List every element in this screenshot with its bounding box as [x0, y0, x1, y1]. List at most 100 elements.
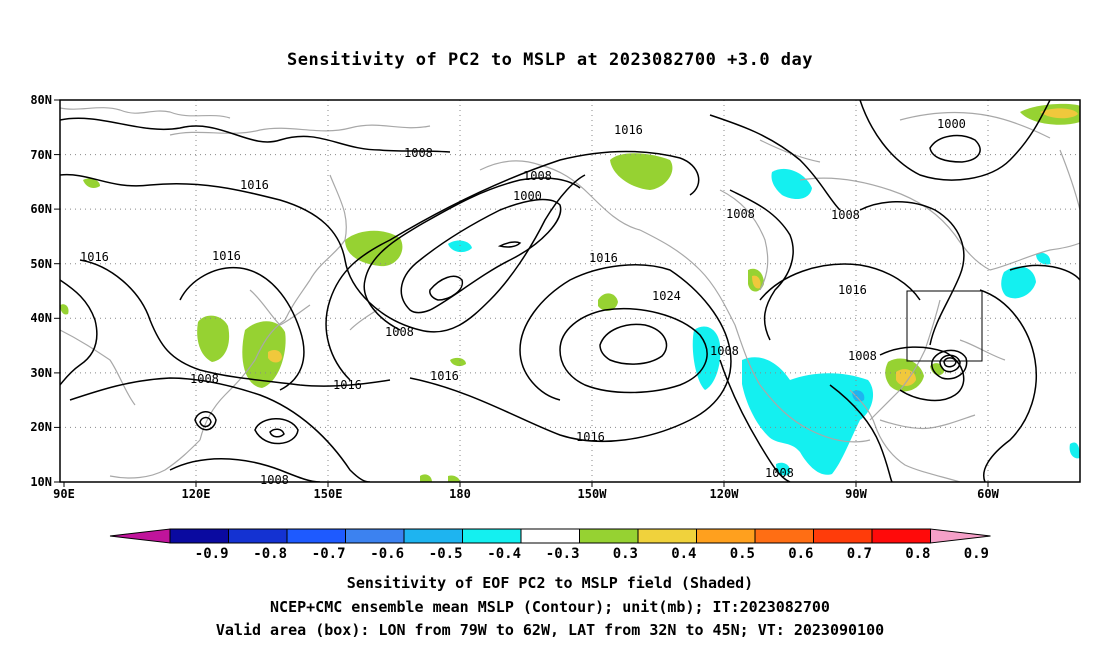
contour-label: 1000 — [513, 189, 542, 203]
lat-axis: 80N 70N 60N 50N 40N 30N 20N 10N — [30, 93, 52, 489]
sensitivity-shading — [60, 103, 1080, 482]
contour-label: 1008 — [831, 208, 860, 222]
contour-label: 1008 — [726, 207, 755, 221]
colorbar-segment — [169, 528, 229, 544]
shade-cyan — [742, 357, 874, 475]
lat-tick-label: 10N — [30, 475, 52, 489]
caption-line-3: Valid area (box): LON from 79W to 62W, L… — [215, 621, 885, 639]
coastline — [719, 189, 769, 291]
contour-line — [363, 177, 581, 331]
lat-tick-label: 70N — [30, 148, 52, 162]
shade-cyan — [1001, 266, 1036, 299]
contour-label: 1008 — [190, 372, 219, 386]
colorbar-label: 0.8 — [905, 546, 930, 562]
colorbar-segment — [637, 528, 697, 544]
shade-yellow — [268, 350, 282, 363]
contour-line — [759, 263, 921, 301]
contour-line — [709, 114, 841, 211]
contour-line — [943, 357, 957, 368]
lon-tick-label: 120W — [710, 487, 740, 501]
contour-line — [325, 150, 700, 381]
shade-green — [60, 304, 69, 315]
contour-label: 1016 — [576, 430, 605, 444]
contour-line — [169, 458, 321, 482]
coastline — [639, 229, 761, 386]
coastline — [899, 111, 1051, 139]
shade-green — [242, 321, 286, 388]
colorbar-label: 0.3 — [613, 546, 638, 562]
contour-labels: 1008 1016 1000 1008 1016 1008 1000 1008 … — [80, 117, 966, 487]
lon-tick-label: 60W — [977, 487, 999, 501]
lon-tick-label: 90W — [845, 487, 867, 501]
colorbar-arrow-right — [930, 528, 991, 544]
colorbar-label: 0.9 — [964, 546, 989, 562]
coastline — [60, 329, 136, 406]
contour-label: 1008 — [848, 349, 877, 363]
shade-green — [448, 475, 460, 482]
colorbar-label: 0.4 — [671, 546, 696, 562]
map-frame — [59, 99, 1081, 483]
coastline — [989, 242, 1080, 271]
contour-label: 1016 — [614, 123, 643, 137]
contour-line — [69, 377, 371, 482]
shade-cyan — [852, 390, 865, 402]
contour-line — [497, 241, 522, 248]
lon-tick-label: 120E — [182, 487, 211, 501]
lon-axis: 90E 120E 150E 180 150W 120W 90W 60W — [53, 487, 999, 501]
coastline — [60, 107, 231, 119]
colorbar-label: 0.5 — [730, 546, 755, 562]
contour-label: 1016 — [80, 250, 109, 264]
shade-green — [197, 315, 230, 362]
contour-line — [929, 134, 981, 163]
shade-green — [420, 474, 432, 482]
contour-label: 1008 — [404, 146, 433, 160]
contour-line — [559, 307, 708, 394]
contour-line — [179, 266, 305, 391]
contour-label: 1016 — [589, 251, 618, 265]
coastline — [1059, 149, 1080, 211]
shade-yellow — [752, 275, 761, 289]
contour-line — [60, 117, 451, 153]
caption-line-2: NCEP+CMC ensemble mean MSLP (Contour); u… — [270, 598, 830, 616]
contour-line — [60, 279, 98, 386]
contour-line — [60, 173, 586, 333]
colorbar-segment — [403, 528, 463, 544]
contour-line — [400, 198, 562, 314]
contour-line — [719, 359, 791, 482]
colorbar-segment — [462, 528, 522, 544]
coastline — [199, 319, 286, 441]
coastline — [284, 174, 347, 321]
lon-tick-label: 150W — [578, 487, 608, 501]
shade-cyan — [776, 462, 791, 476]
colorbar-label: -0.5 — [429, 546, 463, 562]
colorbar-label: -0.6 — [370, 546, 404, 562]
contour-line — [269, 428, 285, 438]
contour-label: 1000 — [937, 117, 966, 131]
colorbar-label: -0.3 — [546, 546, 580, 562]
contour-line — [194, 411, 217, 431]
coastline — [109, 439, 201, 479]
lat-tick-label: 20N — [30, 420, 52, 434]
contour-line — [1009, 264, 1080, 281]
contour-label: 1008 — [385, 325, 414, 339]
shade-cyan — [771, 168, 812, 200]
shade-cyan — [1036, 252, 1051, 265]
valid-area-box — [906, 290, 983, 362]
contour-line — [199, 416, 212, 428]
colorbar-segment — [345, 528, 405, 544]
colorbar: -0.9 -0.8 -0.7 -0.6 -0.5 -0.4 -0.3 0.3 0.4 0.5 0.6… — [109, 528, 991, 562]
contour-label: 1024 — [652, 289, 681, 303]
colorbar-label: 0.6 — [788, 546, 813, 562]
colorbar-segment — [286, 528, 346, 544]
colorbar-segment — [579, 528, 639, 544]
contour-line — [979, 289, 1037, 482]
lat-tick-label: 50N — [30, 257, 52, 271]
colorbar-label: -0.4 — [487, 546, 521, 562]
coastline — [849, 389, 961, 482]
map-title: Sensitivity of PC2 to MSLP at 2023082700… — [286, 50, 813, 70]
contour-label: 1008 — [260, 473, 289, 487]
contour-label: 1016 — [240, 178, 269, 192]
contour-line — [931, 349, 968, 380]
lon-tick-label: 90E — [53, 487, 75, 501]
